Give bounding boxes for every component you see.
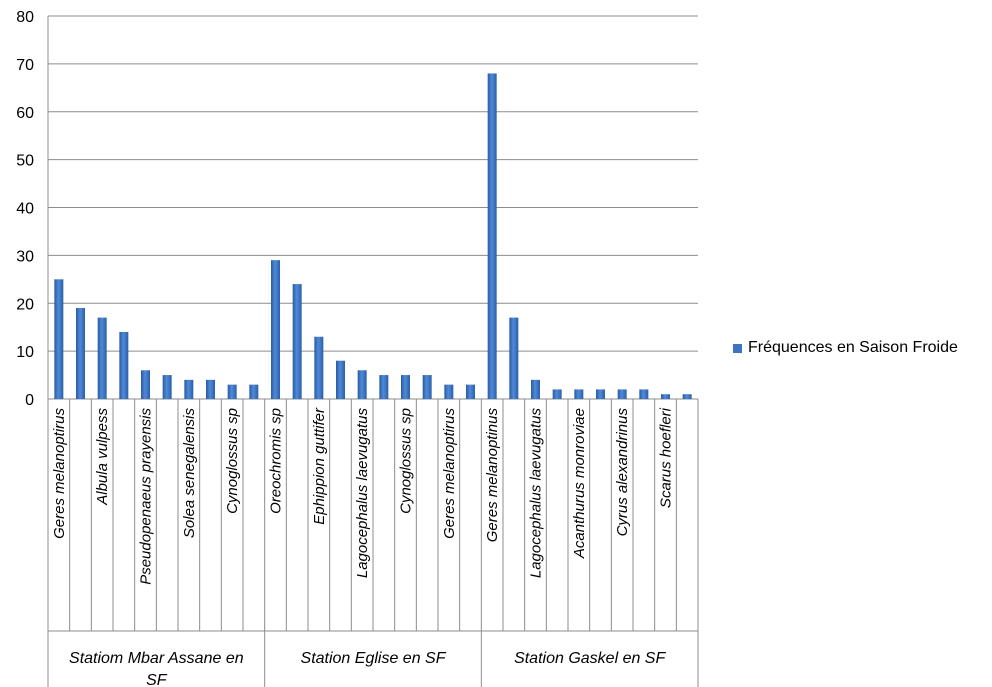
- bar: [336, 360, 345, 399]
- bar: [422, 375, 432, 399]
- category-label: Geres melanoptirus: [51, 408, 68, 539]
- bar: [639, 389, 649, 399]
- group-label: Statiom Mbar Assane en SF: [69, 650, 244, 687]
- bar: [184, 379, 194, 399]
- category-label: Geres melanoptirus: [441, 408, 458, 539]
- y-tick-label: 0: [25, 392, 34, 409]
- category-label: Lagocephalus laevugatus: [354, 408, 371, 579]
- category-label: Cynoglossus sp: [224, 408, 241, 514]
- y-tick-label: 60: [16, 105, 34, 122]
- y-axis-ticks: 0 10 20 30 40 50 60 70 80: [16, 9, 34, 409]
- bar: [162, 375, 172, 399]
- category-label: Pseudopenaeus prayensis: [138, 408, 155, 585]
- category-label: Solea senegalensis: [181, 408, 198, 539]
- bar: [574, 389, 584, 399]
- bar: [509, 317, 519, 399]
- y-tick-label: 10: [16, 344, 34, 361]
- bar: [596, 389, 605, 399]
- legend-label: Fréquences en Saison Froide: [748, 339, 958, 356]
- category-label: Geres melanoptinus: [484, 408, 501, 543]
- bar: [617, 389, 627, 399]
- category-label: Lagocephalus laevugatus: [528, 408, 545, 579]
- bar: [227, 384, 237, 399]
- category-label: Scarus hoefleri: [658, 407, 675, 508]
- bar: [487, 73, 497, 399]
- category-label: Albula vulpess: [94, 408, 111, 506]
- bar: [206, 379, 215, 399]
- y-tick-label: 30: [16, 248, 34, 265]
- category-label: Ephippion guttifer: [311, 407, 328, 525]
- category-label: Cynoglossus sp: [398, 408, 415, 514]
- bar: [552, 389, 562, 399]
- bar: [249, 384, 259, 399]
- bar: [314, 336, 324, 399]
- bars: [54, 73, 692, 399]
- bar: [466, 384, 475, 399]
- y-tick-label: 40: [16, 201, 34, 218]
- bar: [661, 394, 670, 399]
- bar: [444, 384, 454, 399]
- axes: [47, 16, 699, 687]
- bar: [97, 317, 107, 399]
- category-labels: Geres melanoptirus Albula vulpess Pseudope…: [51, 407, 675, 585]
- bar: [54, 279, 64, 399]
- category-label: Oreochromis sp: [268, 408, 285, 514]
- y-tick-label: 70: [16, 57, 34, 74]
- bar: [141, 370, 150, 399]
- bar: [292, 284, 302, 399]
- bar: [76, 308, 85, 399]
- gridlines: [48, 15, 698, 400]
- bar: [119, 331, 129, 399]
- legend: Fréquences en Saison Froide: [733, 339, 958, 357]
- bar: [357, 370, 367, 399]
- category-label: Acanthurus monroviae: [571, 408, 588, 559]
- bar: [682, 394, 692, 399]
- bar: [531, 379, 540, 399]
- category-label: Cyrus alexandrinus: [614, 408, 631, 537]
- y-tick-label: 80: [16, 9, 34, 26]
- bar: [271, 260, 280, 399]
- y-tick-label: 50: [16, 153, 34, 170]
- bar: [379, 375, 389, 399]
- group-label: Station Eglise en SF: [301, 650, 447, 667]
- bar: [401, 375, 410, 399]
- group-labels: Statiom Mbar Assane en SF Station Eglise e…: [69, 650, 666, 687]
- legend-swatch: [733, 343, 742, 353]
- group-label: Station Gaskel en SF: [514, 650, 666, 667]
- y-tick-label: 20: [16, 296, 34, 313]
